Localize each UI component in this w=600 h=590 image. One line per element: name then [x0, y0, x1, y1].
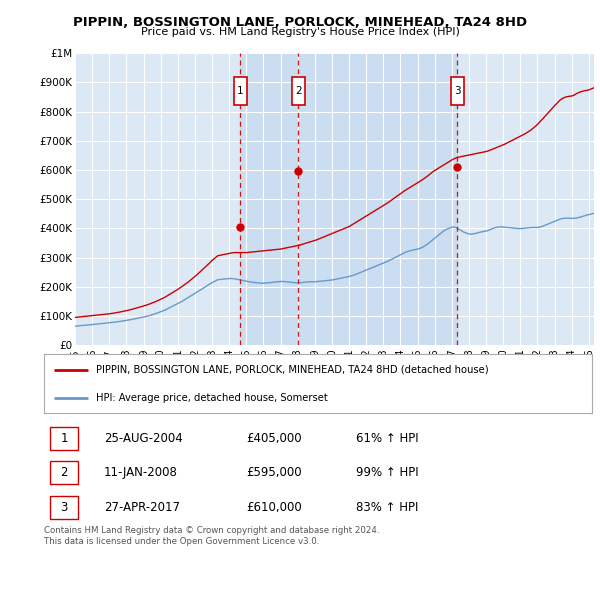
Text: 3: 3 [454, 86, 461, 96]
Text: 2: 2 [61, 466, 68, 479]
Text: Price paid vs. HM Land Registry's House Price Index (HPI): Price paid vs. HM Land Registry's House … [140, 27, 460, 37]
Text: PIPPIN, BOSSINGTON LANE, PORLOCK, MINEHEAD, TA24 8HD: PIPPIN, BOSSINGTON LANE, PORLOCK, MINEHE… [73, 16, 527, 29]
Text: 11-JAN-2008: 11-JAN-2008 [104, 466, 178, 479]
Text: 1: 1 [61, 432, 68, 445]
Text: HPI: Average price, detached house, Somerset: HPI: Average price, detached house, Some… [96, 394, 328, 403]
Text: 99% ↑ HPI: 99% ↑ HPI [356, 466, 419, 479]
Text: PIPPIN, BOSSINGTON LANE, PORLOCK, MINEHEAD, TA24 8HD (detached house): PIPPIN, BOSSINGTON LANE, PORLOCK, MINEHE… [96, 365, 488, 375]
Text: £405,000: £405,000 [247, 432, 302, 445]
Bar [292, 77, 305, 105]
Text: £610,000: £610,000 [247, 501, 302, 514]
Text: 83% ↑ HPI: 83% ↑ HPI [356, 501, 419, 514]
Text: 27-APR-2017: 27-APR-2017 [104, 501, 180, 514]
Text: 2: 2 [295, 86, 301, 96]
Text: 3: 3 [61, 501, 68, 514]
Bar [234, 77, 247, 105]
Bar [451, 77, 464, 105]
Text: 61% ↑ HPI: 61% ↑ HPI [356, 432, 419, 445]
Text: £595,000: £595,000 [247, 466, 302, 479]
Text: 1: 1 [237, 86, 244, 96]
Bar [50, 496, 78, 519]
Bar [240, 53, 298, 345]
Text: Contains HM Land Registry data © Crown copyright and database right 2024.
This d: Contains HM Land Registry data © Crown c… [44, 526, 379, 546]
Bar [50, 427, 78, 450]
Bar [298, 53, 457, 345]
Bar [50, 461, 78, 484]
Text: 25-AUG-2004: 25-AUG-2004 [104, 432, 183, 445]
